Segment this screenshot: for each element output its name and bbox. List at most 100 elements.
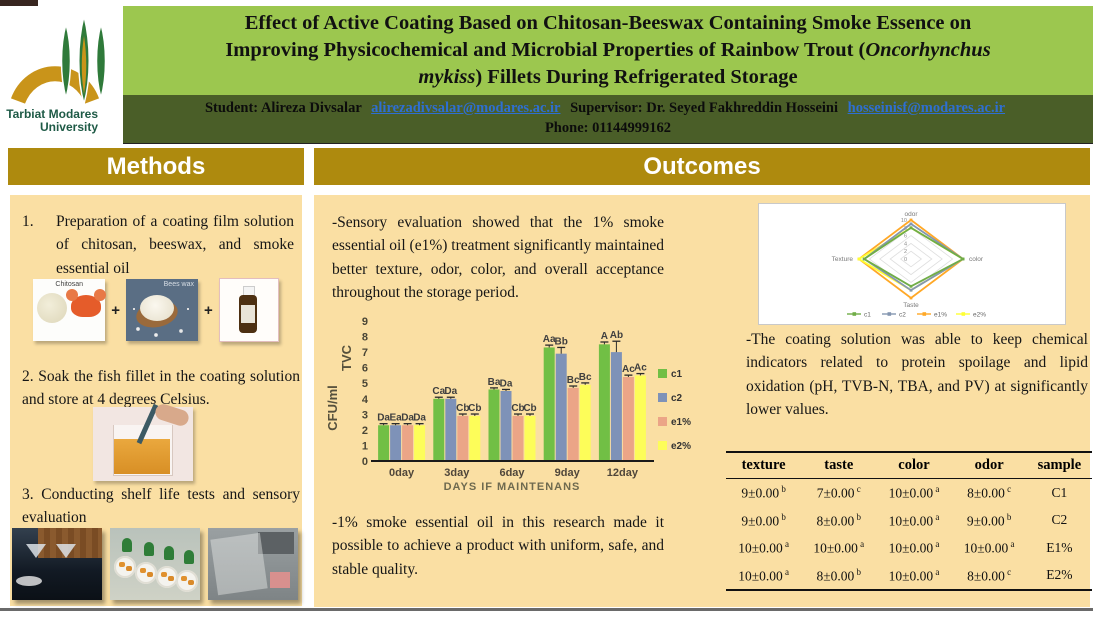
table-cell: 10±0.00 a [888,539,940,556]
sensory-radar-chart-box: 0 2 4 6 8 10 odor color Taste Texture c1 c2 e1% e2% [758,203,1066,325]
y-tick: 8 [362,332,368,344]
window-edge-decor [0,0,38,8]
table-cell: 8±0.00 c [951,561,1027,591]
table-cell: 10±0.00 a [888,511,940,529]
bar-label: Ba [488,377,501,388]
bar-label: Bb [555,336,568,347]
methods-step3: 3. Conducting shelf life tests and senso… [22,486,300,527]
radar-marker [862,257,866,261]
legend-label-e2%: e2% [671,441,691,452]
bar-label: Ac [634,363,647,374]
y-tick: 2 [362,425,368,437]
table-cell: 9±0.00 b [741,511,786,529]
title-banner: Effect of Active Coating Based on Chitos… [123,6,1093,95]
y-tick: 9 [362,316,368,328]
supervisor-label: Supervisor: Dr. Seyed Fakhreddin Hossein… [570,100,838,116]
bar-c1-9day [543,347,555,461]
legend-swatch-e1% [658,417,667,426]
bar-e1%-3day [457,415,469,461]
y-tick: 7 [362,347,368,359]
table-cell: C2 [1051,512,1068,528]
bottom-divider [0,608,1093,611]
x-tick: 6day [499,467,525,479]
radar-marker [909,296,913,300]
y-tick: 3 [362,409,368,421]
lab-photos-row [12,528,300,602]
beeswax-photo: Bees wax [126,279,198,341]
bar-c1-3day [433,398,445,461]
funnel-shape [56,544,76,558]
table-cell: 8±0.00 c [967,484,1012,501]
radar-axis-label-Texture: Texture [832,256,854,263]
bar-c2-12day [610,352,622,461]
step1-text: Preparation of a coating film solution o… [56,213,294,277]
table-header-sample: sample [1026,451,1092,479]
table-row: 10±0.00 a 8±0.00 b 10±0.00 a 8±0.00 c E2% [726,561,1092,591]
student-label: Student: Alireza Divsalar [204,100,362,116]
species-name-part1: Oncorhynchus [865,39,991,61]
bar-c2-0day [390,425,402,461]
table-row: 9±0.00 b 8±0.00 b 10±0.00 a 9±0.00 b C2 [726,507,1092,535]
y-tick: 0 [362,456,368,468]
university-logo-graphic: Tarbiat Modares University [6,15,107,134]
poster-title-line1: Effect of Active Coating Based on Chitos… [244,12,972,34]
wax-lump-shape [140,295,174,321]
species-name-part2: mykiss [418,66,476,88]
pink-tray-shape [270,572,290,588]
bar-label: Cb [456,403,469,414]
radar-axis-label-Taste: Taste [903,302,919,309]
legend-swatch-e2% [658,441,667,450]
radar-marker [909,288,913,292]
step1-number: 1. [22,213,34,230]
ingredients-row: Chitosan + Bees wax + [16,277,296,343]
radar-axis-label-odor: odor [904,211,918,218]
logo-text-line1: Tarbiat Modares [6,107,98,121]
outcomes-paragraph-chemical: -The coating solution was able to keep c… [746,331,1088,418]
bar-e1%-6day [512,415,524,461]
plus-sign-1: + [111,301,120,319]
logo-trees [60,15,107,107]
outcomes-paragraph-quality: -1% smoke essential oil in this research… [332,514,664,578]
bar-label: Da [500,378,513,389]
radar-legend-marker [852,312,857,316]
radar-grid [889,242,933,276]
bar-label: Ea [389,413,402,424]
radar-tick: 6 [904,234,907,240]
bar-e2%-3day [469,415,481,461]
table-cell: C1 [1051,484,1068,500]
methods-panel: 1. Preparation of a coating film solutio… [10,195,302,606]
student-email-link[interactable]: alirezadivsalar@modares.ac.ir [371,100,561,116]
bar-label: Cb [511,403,524,414]
chitosan-photo: Chitosan [33,279,107,341]
plastic-sheet-shape [210,532,268,596]
bar-c1-6day [488,389,500,461]
radar-legend-marker [961,312,966,316]
radar-series-e2% [857,226,965,292]
radar-legend-label-e1%: e1% [934,312,947,319]
outcomes-panel: -Sensory evaluation showed that the 1% s… [314,195,1092,607]
table-cell: 8±0.00 b [801,561,877,591]
legend-label-c2: c2 [671,393,683,404]
bar-e2%-0day [414,425,426,461]
table-cell: 9±0.00 b [741,484,786,501]
radar-legend-label-c2: c2 [899,312,906,319]
methods-section-header: Methods [8,148,304,185]
poster-title-line3: mykiss) Fillets During Refrigerated Stor… [418,66,798,88]
radar-marker [909,284,913,288]
legend-label-e1%: e1% [671,417,691,428]
table-header-odor: odor [951,451,1027,479]
bar-label: Aa [543,334,556,345]
table-cell: 7±0.00 c [816,484,861,501]
bar-label: Da [444,386,457,397]
bar-label: Cb [523,403,536,414]
university-logo: Tarbiat Modares University [0,6,123,146]
radar-grid [868,227,954,291]
radar-legend-label-c1: c1 [864,312,871,319]
bar-c2-3day [445,398,457,461]
glass-blob-shape [16,576,42,586]
supervisor-email-link[interactable]: hosseinisf@modares.ac.ir [847,100,1006,116]
y-tick: 5 [362,378,368,390]
bottle-label-shape [240,305,255,323]
